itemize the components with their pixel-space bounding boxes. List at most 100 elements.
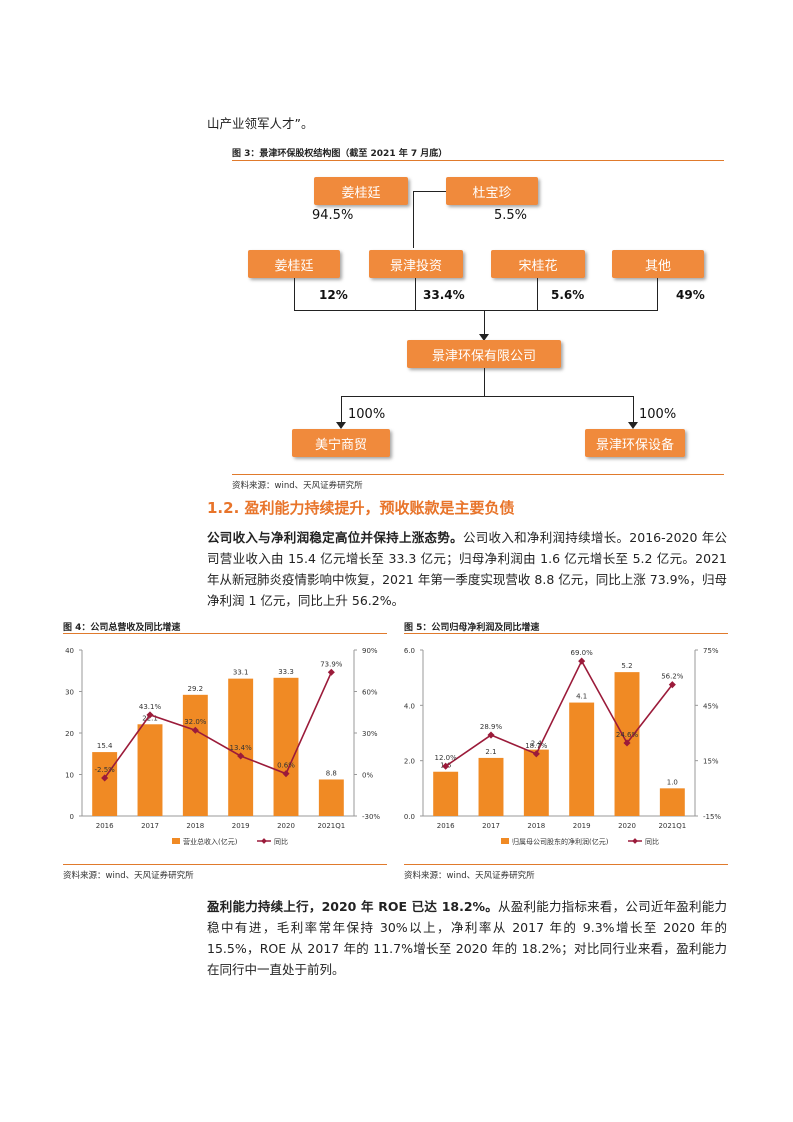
pct-top-right: 5.5% — [494, 208, 528, 223]
y2-tick-label: -30% — [362, 813, 380, 821]
y-tick-label: 20 — [65, 730, 74, 738]
box-bottom-left: 美宁商贸 — [292, 429, 390, 457]
yoy-label: 12.0% — [435, 754, 458, 762]
yoy-point — [282, 770, 290, 778]
legend-bar-swatch — [501, 838, 509, 844]
y-tick-label: 10 — [65, 772, 74, 780]
bar-label: 33.3 — [278, 668, 294, 676]
connector-center-in — [484, 310, 485, 338]
net-profit-chart: 0.02.04.06.0-15%15%45%75%1.62.12.44.15.2… — [404, 647, 722, 846]
connector-bottom-left — [341, 396, 342, 424]
bar — [228, 678, 254, 816]
legend-line-label: 同比 — [645, 837, 659, 846]
x-tick-label: 2017 — [482, 822, 500, 830]
box-mid-3: 宋桂花 — [491, 250, 585, 278]
y-tick-label: 0 — [70, 813, 74, 821]
y2-tick-label: 75% — [703, 647, 719, 655]
fig5-source: 资料来源：wind、天风证券研究所 — [404, 871, 535, 881]
connector-mid-2 — [415, 278, 416, 310]
x-tick-label: 2020 — [618, 822, 636, 830]
arrow-down-center-icon — [479, 334, 489, 341]
bar — [273, 677, 299, 816]
x-tick-label: 2016 — [437, 822, 455, 830]
bar — [433, 771, 459, 816]
x-tick-label: 2021Q1 — [317, 822, 345, 830]
fig5-title: 图 5：公司归母净利润及同比增速 — [404, 623, 540, 633]
legend-bar-label: 归属母公司股东的净利润(亿元) — [512, 837, 609, 846]
bar — [92, 752, 118, 816]
yoy-label: 0.6% — [277, 762, 295, 770]
bar-label: 33.1 — [233, 669, 249, 677]
bar-label: 1.0 — [667, 778, 678, 786]
yoy-label: -2.5% — [95, 766, 116, 774]
fig4-source: 资料来源：wind、天风证券研究所 — [63, 871, 194, 881]
box-center: 景津环保有限公司 — [407, 340, 561, 368]
y2-tick-label: 30% — [362, 730, 378, 738]
box-top-left: 姜桂廷 — [314, 177, 408, 205]
bar — [182, 694, 208, 816]
bar — [137, 724, 163, 816]
section-title: 1.2. 盈利能力持续提升，预收账款是主要负债 — [207, 499, 515, 517]
pct-mid-2: 33.4% — [423, 288, 465, 302]
paragraph-revenue-lead: 公司收入与净利润稳定高位并保持上涨态势。 — [207, 530, 463, 545]
bar-label: 2.4 — [531, 740, 543, 748]
bar — [659, 788, 685, 816]
fig3-title: 图 3：景津环保股权结构图（截至 2021 年 7 月底） — [232, 149, 448, 159]
legend-bar-label: 营业总收入(亿元) — [183, 837, 238, 846]
yoy-point — [327, 668, 335, 676]
paragraph-profitability-body: 从盈利能力指标来看，公司近年盈利能力稳中有进，毛利率常年保持 30%以上，净利率… — [207, 899, 727, 977]
legend-line-label: 同比 — [274, 837, 288, 846]
x-tick-label: 2016 — [96, 822, 114, 830]
connector-mid-1 — [294, 278, 295, 310]
connector-mid-3 — [537, 278, 538, 310]
y2-tick-label: 45% — [703, 702, 719, 710]
pct-bottom-left: 100% — [348, 407, 386, 422]
connector-mid-bar — [294, 310, 658, 311]
bar-label: 4.1 — [576, 693, 587, 701]
connector-top — [413, 191, 446, 192]
intro-line: 山产业领军人才”。 — [207, 116, 314, 131]
pct-mid-3: 5.6% — [551, 288, 585, 302]
pct-bottom-right: 100% — [639, 407, 677, 422]
yoy-label: 32.0% — [184, 718, 207, 726]
bar — [523, 749, 549, 816]
y-tick-label: 6.0 — [404, 647, 415, 655]
y-tick-label: 30 — [65, 689, 74, 697]
bar-label: 15.4 — [97, 742, 113, 750]
y2-tick-label: -15% — [703, 813, 721, 821]
fig5-top-rule — [404, 633, 728, 634]
y-tick-label: 2.0 — [404, 758, 415, 766]
legend-bar-swatch — [172, 838, 180, 844]
paragraph-revenue: 公司收入与净利润稳定高位并保持上涨态势。公司收入和净利润持续增长。2016-20… — [207, 527, 727, 611]
yoy-label: 13.4% — [230, 744, 253, 752]
y-tick-label: 0.0 — [404, 813, 415, 821]
bar-label: 2.1 — [485, 748, 496, 756]
revenue-chart: 010203040-30%0%30%60%90%15.422.129.233.1… — [65, 647, 380, 846]
yoy-label: 28.9% — [480, 723, 503, 731]
y2-tick-label: 90% — [362, 647, 378, 655]
bar — [318, 779, 344, 816]
bar-label: 8.8 — [326, 769, 337, 777]
connector-center-out — [484, 368, 485, 397]
legend-line-marker — [632, 838, 638, 844]
pct-mid-1: 12% — [319, 288, 348, 302]
x-tick-label: 2017 — [141, 822, 159, 830]
yoy-line — [445, 659, 673, 767]
fig3-source: 资料来源：wind、天风证券研究所 — [232, 481, 363, 491]
yoy-label: 69.0% — [571, 649, 594, 657]
box-mid-4: 其他 — [612, 250, 704, 278]
yoy-point — [532, 750, 540, 758]
yoy-label: 43.1% — [139, 703, 162, 711]
legend-line-marker — [261, 838, 267, 844]
connector-bottom-right — [633, 396, 634, 424]
arrow-down-right-icon — [628, 422, 638, 429]
y-tick-label: 40 — [65, 647, 74, 655]
fig4-top-rule — [63, 633, 387, 634]
paragraph-revenue-body: 公司收入和净利润持续增长。2016-2020 年公司营业收入由 15.4 亿元增… — [207, 530, 727, 608]
fig4-title: 图 4：公司总营收及同比增速 — [63, 623, 181, 633]
y2-tick-label: 0% — [362, 772, 373, 780]
x-tick-label: 2021Q1 — [658, 822, 686, 830]
pct-mid-4: 49% — [676, 288, 705, 302]
x-tick-label: 2020 — [277, 822, 295, 830]
yoy-label: 73.9% — [320, 660, 343, 668]
